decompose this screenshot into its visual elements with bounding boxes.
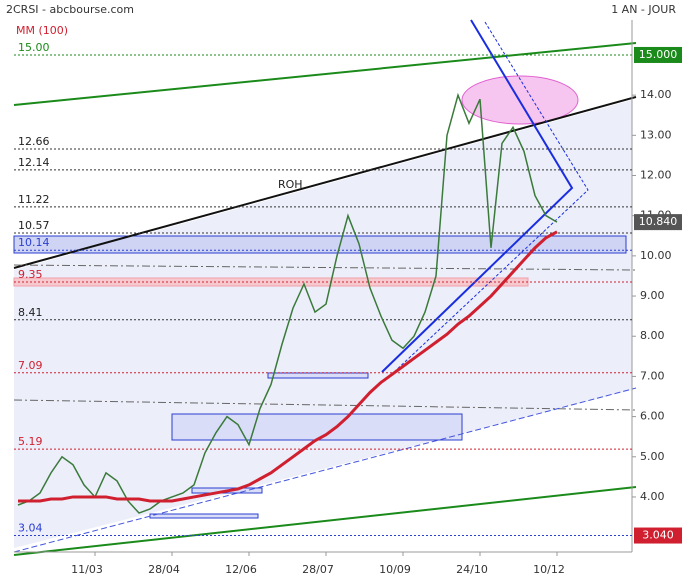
y-tick-label: 9.00 [640, 289, 665, 302]
y-tick-label: 12.00 [640, 169, 672, 182]
x-tick-label: 10/12 [533, 563, 565, 576]
zone [267, 372, 369, 379]
triangle [391, 21, 589, 375]
legend-entry: MM (100) [16, 24, 68, 37]
x-tick-label: 10/09 [379, 563, 411, 576]
price-line [17, 92, 558, 514]
x-tick-label: 12/06 [225, 563, 257, 576]
y-tick-label: 14.00 [640, 88, 672, 101]
level-label: 10.57 [18, 219, 50, 232]
period-label: 1 AN - JOUR [611, 3, 676, 16]
y-tick-label: 8.00 [640, 329, 665, 342]
drawings [13, 19, 637, 556]
trend-line [13, 264, 637, 271]
zone [171, 413, 463, 441]
price-box-label: 3.040 [642, 529, 674, 542]
annotation: ROH [278, 178, 303, 191]
level-label: 3.04 [18, 522, 43, 535]
y-tick-label: 7.00 [640, 369, 665, 382]
level-label: 11.22 [18, 193, 50, 206]
trend-line [13, 96, 637, 269]
zone [13, 235, 627, 254]
y-tick-label: 4.00 [640, 490, 665, 503]
level-label: 7.09 [18, 359, 43, 372]
price-box [634, 527, 682, 544]
trend-line [13, 399, 637, 411]
y-tick-label: 13.00 [640, 128, 672, 141]
level-label: 5.19 [18, 435, 43, 448]
x-tick-label: 28/04 [148, 563, 180, 576]
moving-average [18, 230, 558, 503]
price-box-label: 15.000 [639, 48, 678, 61]
channel-shade [14, 100, 632, 548]
trend-line [13, 387, 637, 553]
x-tick-label: 11/03 [71, 563, 103, 576]
zone [149, 513, 259, 519]
trend-line [13, 42, 637, 106]
level-label: 12.14 [18, 156, 50, 169]
level-label: 10.14 [18, 236, 50, 249]
x-tick-label: 28/07 [302, 563, 334, 576]
level-label: 15.00 [18, 41, 50, 54]
y-tick-label: 10.00 [640, 249, 672, 262]
price-box [634, 214, 682, 231]
x-tick-label: 24/10 [456, 563, 488, 576]
level-label: 12.66 [18, 135, 50, 148]
trend-line [13, 486, 637, 556]
chart-title: 2CRSI - abcbourse.com [6, 3, 134, 16]
price-box-label: 10.840 [639, 215, 678, 228]
y-tick-label: 5.00 [640, 450, 665, 463]
level-label: 9.35 [18, 268, 43, 281]
y-tick-label: 6.00 [640, 410, 665, 423]
triangle [381, 19, 574, 373]
level-label: 8.41 [18, 306, 43, 319]
price-box [634, 46, 682, 63]
